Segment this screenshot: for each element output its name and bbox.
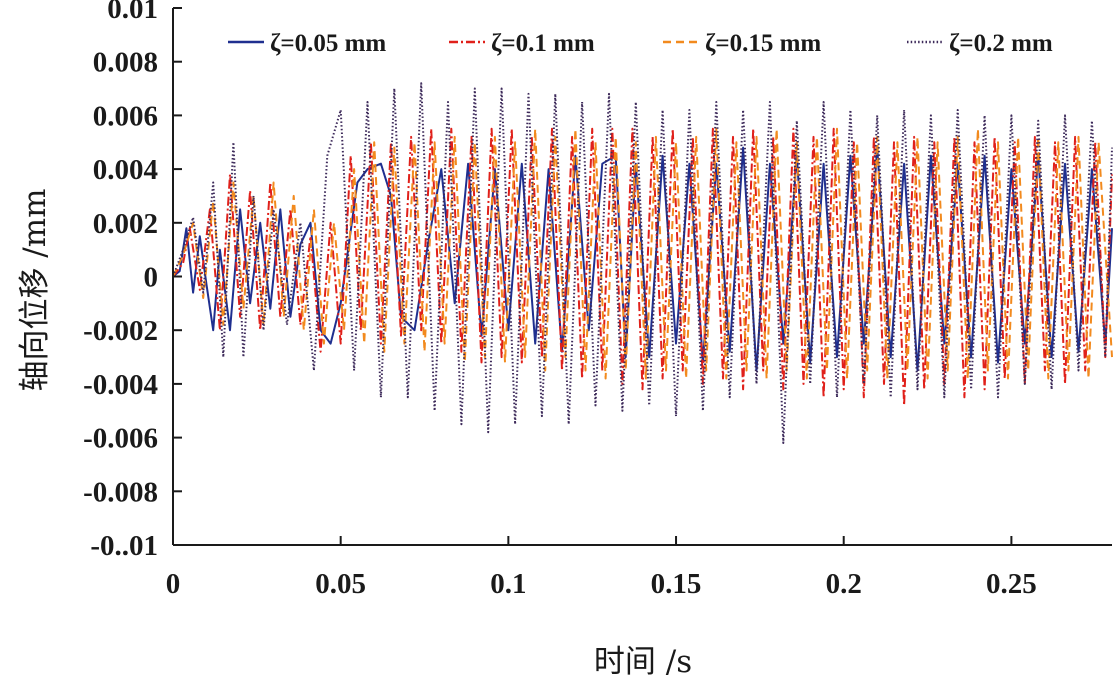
legend-label: ζ=0.1 mm	[491, 30, 595, 57]
y-tick-label: -0.008	[83, 476, 158, 508]
series-layer	[172, 82, 1113, 444]
x-tick-label: 0	[166, 568, 181, 600]
y-tick-label: 0	[144, 262, 159, 294]
x-axis-title: 时间 /s	[594, 644, 692, 680]
y-tick-label: 0.006	[93, 100, 158, 132]
y-tick-label: -0.006	[83, 423, 158, 455]
x-tick-label: 0.25	[986, 568, 1037, 600]
legend-label: ζ=0.15 mm	[705, 30, 821, 57]
x-tick-label: 0.1	[490, 568, 526, 600]
y-tick-label: -0.004	[83, 369, 158, 401]
legend: ζ=0.05 mm ζ=0.1 mm ζ=0.15 mm ζ=0.2 mm	[228, 30, 1053, 57]
x-ticks: 0 0.05 0.1 0.15 0.2 0.25	[166, 536, 1037, 600]
series-line-3	[172, 127, 1113, 380]
y-tick-label: 0.01	[107, 0, 158, 25]
y-tick-label: -0.002	[83, 315, 158, 347]
series-line-1	[172, 146, 1113, 372]
series-line-4	[172, 82, 1113, 444]
legend-label: ζ=0.2 mm	[949, 30, 1053, 57]
series-line-2	[172, 127, 1113, 407]
y-axis-title: 轴向位移 /mm	[17, 188, 53, 391]
y-ticks: 0.01 0.008 0.006 0.004 0.002 0 -0.002 -0.004 -0.…	[83, 0, 182, 562]
y-tick-label: -0..01	[90, 530, 158, 562]
x-tick-label: 0.15	[651, 568, 702, 600]
y-tick-label: 0.004	[93, 154, 158, 186]
legend-label: ζ=0.05 mm	[270, 30, 386, 57]
x-tick-label: 0.05	[315, 568, 366, 600]
y-tick-label: 0.008	[93, 47, 158, 79]
y-tick-label: 0.002	[93, 208, 158, 240]
x-tick-label: 0.2	[826, 568, 862, 600]
